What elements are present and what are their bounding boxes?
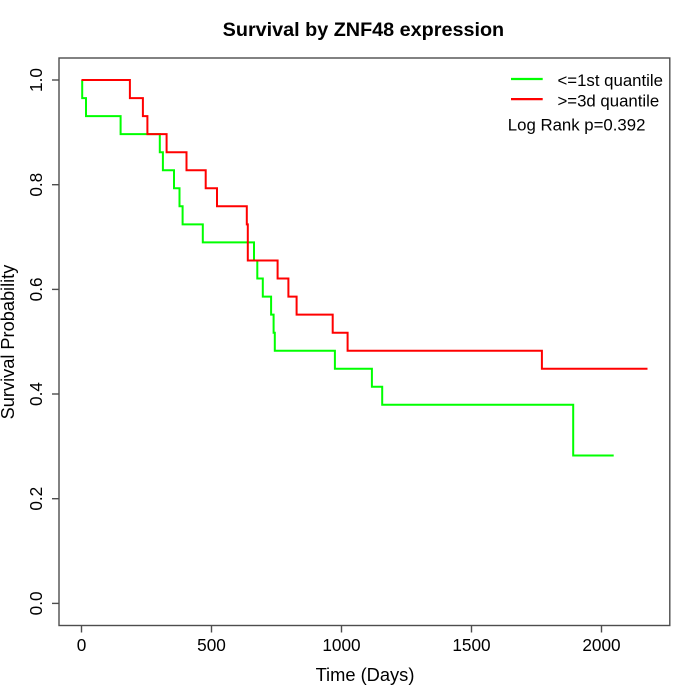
svg-text:0.0: 0.0 xyxy=(26,591,46,615)
svg-text:Log Rank p=0.392: Log Rank p=0.392 xyxy=(508,115,646,134)
svg-text:Survival by ZNF48 expression: Survival by ZNF48 expression xyxy=(223,19,504,41)
svg-text:500: 500 xyxy=(197,635,226,655)
svg-text:0.2: 0.2 xyxy=(26,487,46,511)
svg-text:Time (Days): Time (Days) xyxy=(316,664,415,685)
svg-text:0.6: 0.6 xyxy=(26,277,46,301)
svg-text:Survival Probability: Survival Probability xyxy=(0,264,18,420)
svg-text:0.4: 0.4 xyxy=(26,382,46,406)
svg-text:0: 0 xyxy=(77,635,87,655)
svg-text:2000: 2000 xyxy=(582,635,620,655)
svg-text:1.0: 1.0 xyxy=(26,68,46,92)
svg-text:1000: 1000 xyxy=(322,635,360,655)
svg-text:>=3d quantile: >=3d quantile xyxy=(558,91,660,110)
svg-text:<=1st quantile: <=1st quantile xyxy=(558,71,663,90)
svg-text:1500: 1500 xyxy=(452,635,490,655)
svg-text:0.8: 0.8 xyxy=(26,173,46,197)
